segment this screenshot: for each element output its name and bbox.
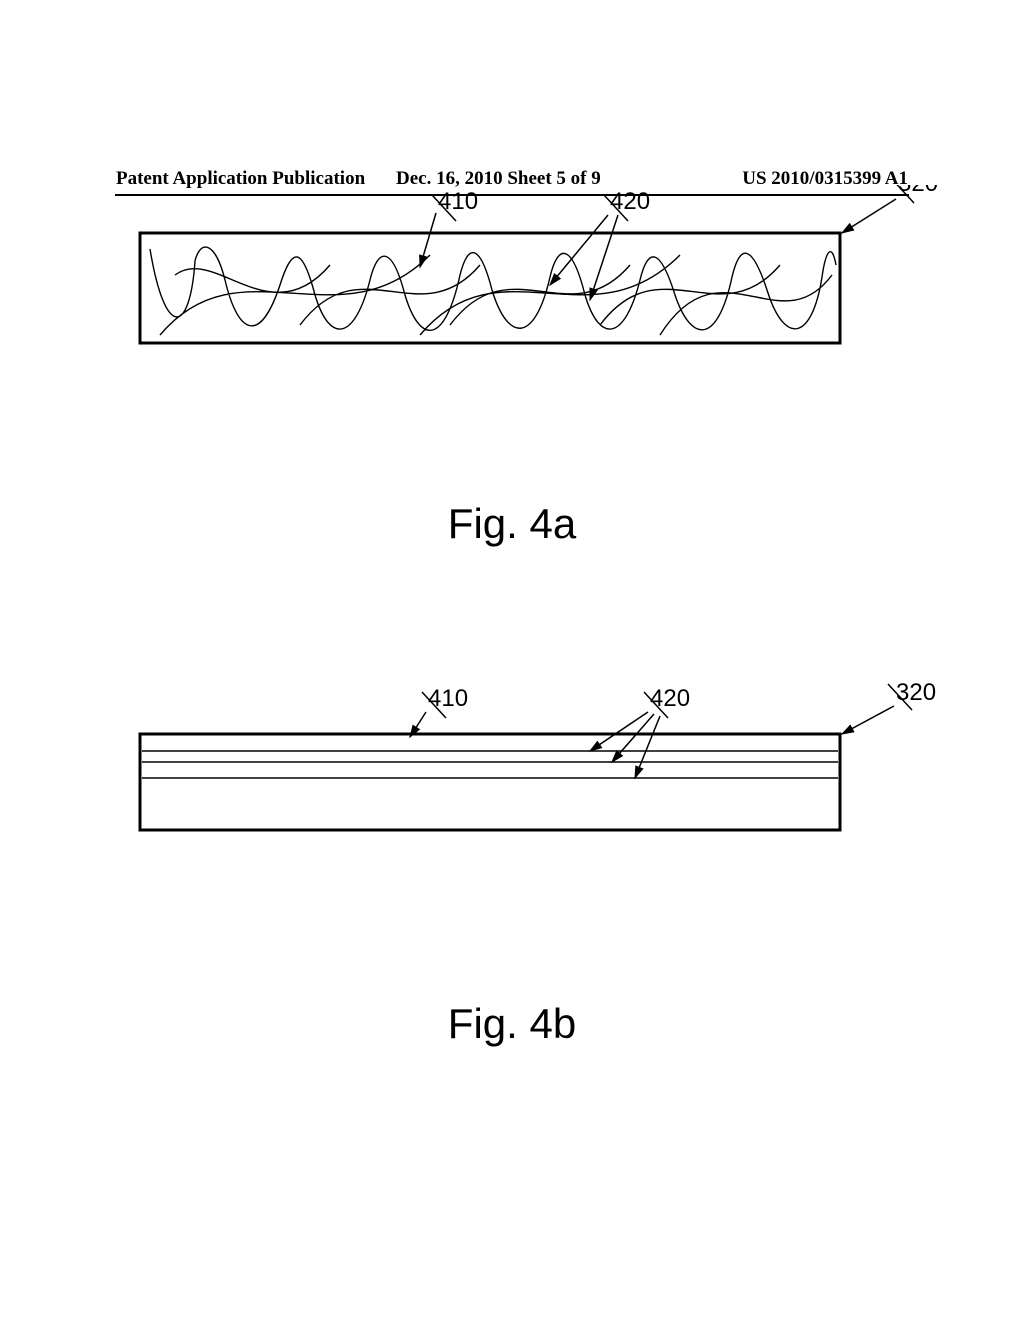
figure-4a-caption: Fig. 4a <box>0 500 1024 548</box>
figure-4b-svg: 410 420 320 <box>120 680 940 860</box>
ref-410-leader <box>420 213 436 267</box>
figure-4a: 410 420 320 <box>120 185 940 380</box>
ref-320-leader <box>842 706 894 734</box>
ref-410-label: 410 <box>438 188 478 215</box>
ref-420-label: 420 <box>650 685 690 712</box>
figure-4b: 410 420 320 <box>120 680 940 865</box>
frame-320 <box>140 233 840 343</box>
ref-420-leader-3 <box>635 716 660 778</box>
fiber-path <box>150 247 836 335</box>
ref-320-leader <box>842 199 896 233</box>
ref-410-label: 410 <box>428 685 468 712</box>
ref-420-label: 420 <box>610 188 650 215</box>
frame-320 <box>140 734 840 830</box>
ref-420-leader-2 <box>590 215 618 300</box>
ref-320-label: 320 <box>896 680 936 706</box>
figure-4a-svg: 410 420 320 <box>120 185 940 375</box>
ref-320-label: 320 <box>898 185 938 197</box>
figure-4b-caption: Fig. 4b <box>0 1000 1024 1048</box>
